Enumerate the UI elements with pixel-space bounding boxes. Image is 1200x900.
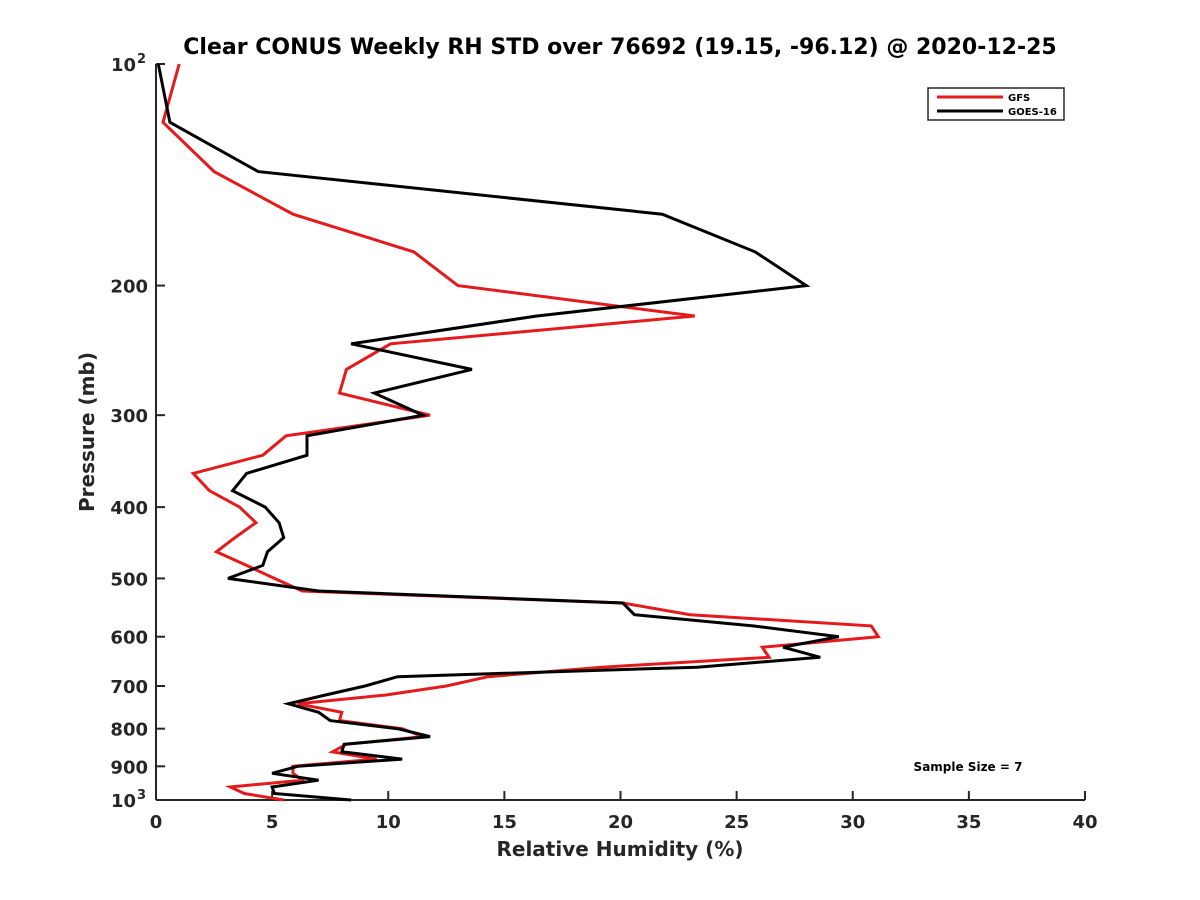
legend-label-goes16: GOES-16 [1008, 107, 1057, 118]
y-tick-label: 400 [110, 498, 148, 519]
x-tick-label: 15 [492, 812, 517, 833]
y-tick-exponent: 3 [137, 788, 146, 803]
x-tick-label: 5 [266, 812, 279, 833]
y-tick-label: 500 [110, 569, 148, 590]
y-tick-label: 10 [111, 791, 136, 812]
x-tick-label: 10 [376, 812, 401, 833]
y-tick-label: 300 [110, 406, 148, 427]
x-tick-label: 30 [840, 812, 865, 833]
y-tick-exponent: 2 [137, 52, 146, 67]
y-tick-label: 700 [110, 677, 148, 698]
x-tick-label: 25 [724, 812, 749, 833]
legend-label-gfs: GFS [1008, 93, 1030, 104]
chart-title: Clear CONUS Weekly RH STD over 76692 (19… [183, 35, 1056, 60]
y-tick-label: 200 [110, 277, 148, 298]
y-tick-label: 10 [111, 55, 136, 76]
y-tick-label: 900 [110, 757, 148, 778]
x-tick-label: 20 [608, 812, 633, 833]
legend: GFS GOES-16 [927, 87, 1065, 121]
sample-size-annotation: Sample Size = 7 [914, 760, 1023, 774]
x-tick-label: 40 [1072, 812, 1097, 833]
x-tick-label: 35 [956, 812, 981, 833]
x-tick-label: 0 [150, 812, 163, 833]
x-axis-label: Relative Humidity (%) [496, 837, 743, 861]
series-line-gfs [161, 63, 881, 802]
series-line-goes16 [156, 63, 840, 802]
y-axis-label: Pressure (mb) [75, 352, 99, 512]
series-layer [156, 63, 881, 802]
y-tick-label: 600 [110, 628, 148, 649]
legend-box [927, 87, 1065, 121]
y-tick-label: 800 [110, 720, 148, 741]
